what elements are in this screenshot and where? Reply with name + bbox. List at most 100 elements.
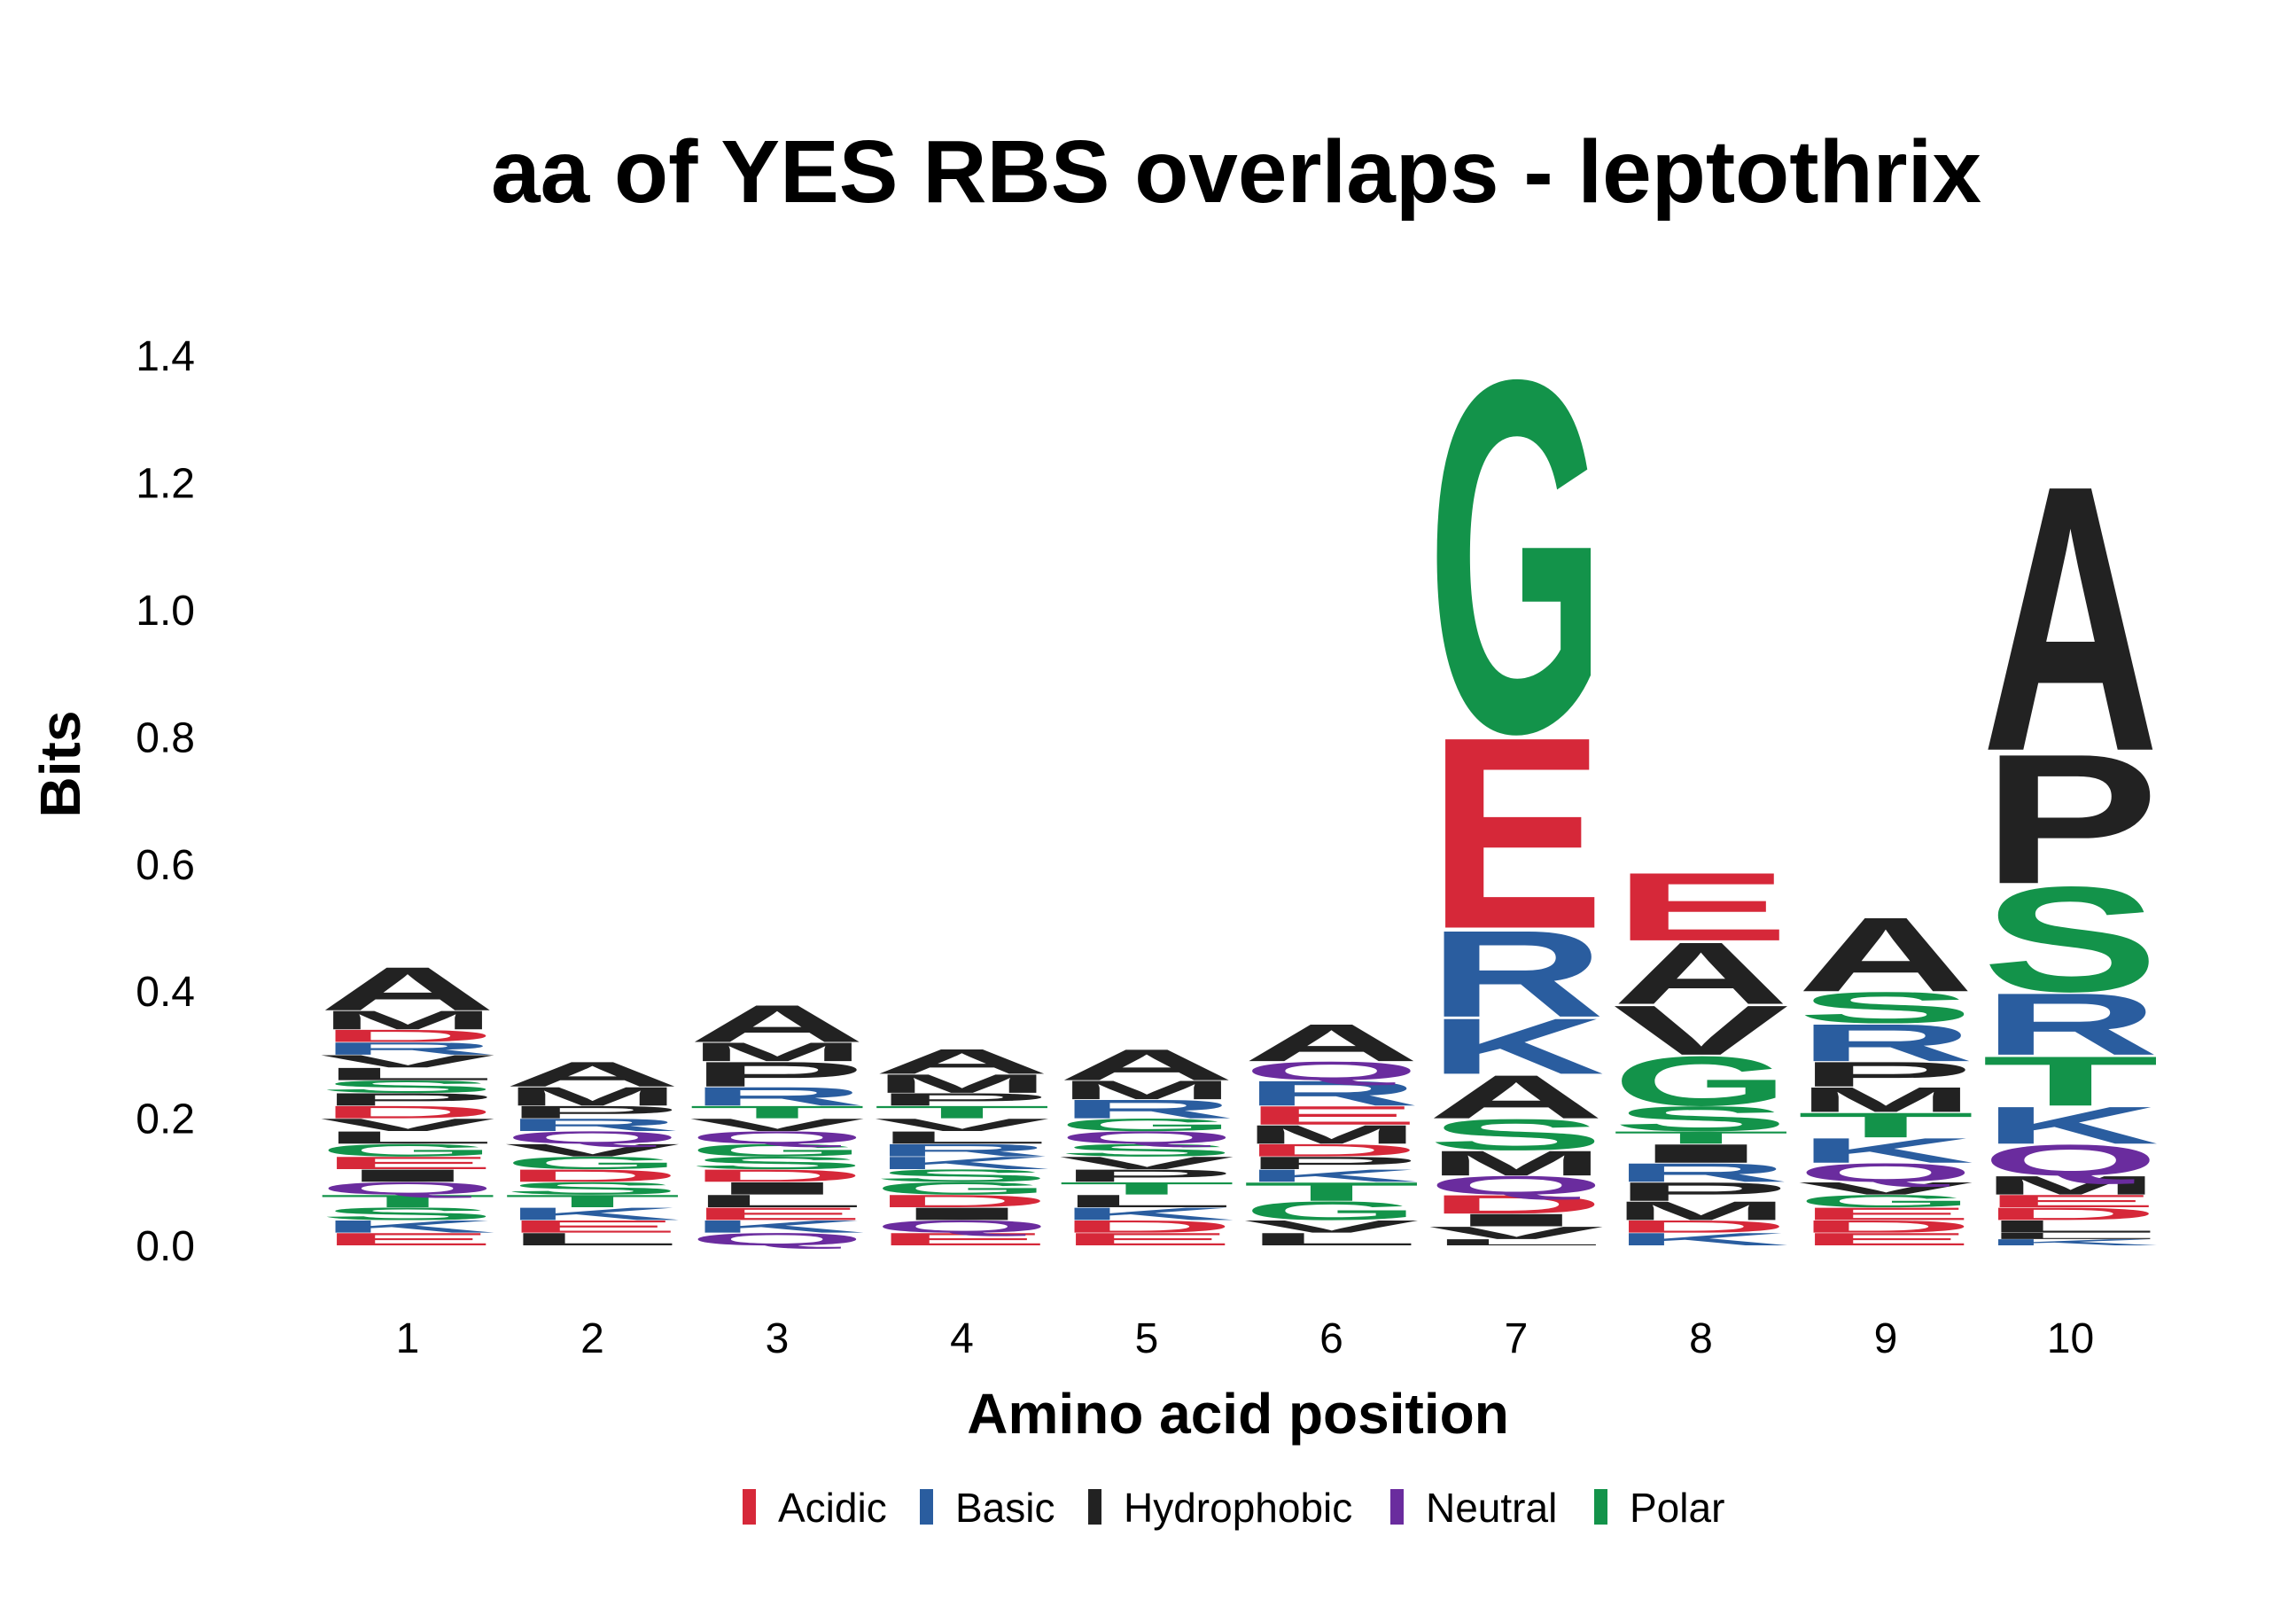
logo-letter: V <box>504 1141 681 1160</box>
logo-letter: M <box>1613 1196 1790 1225</box>
logo-letter: T <box>1982 1041 2160 1120</box>
logo-letter: V <box>1243 1217 1420 1236</box>
logo-letter: K <box>1613 1229 1790 1249</box>
logo-letter: T <box>319 1191 496 1211</box>
logo-letter: E <box>1243 1101 1420 1130</box>
legend-item: Neutral <box>1390 1485 1557 1531</box>
logo-letter: G <box>319 1141 496 1160</box>
legend-swatch <box>1594 1489 1607 1525</box>
logo-letter: G <box>1243 1196 1420 1225</box>
logo-letter: R <box>1797 1013 1974 1072</box>
x-axis: 1 2 3 4 5 6 7 8 9 10 <box>396 1315 2095 1362</box>
legend-swatch <box>1390 1489 1404 1525</box>
logo-letter: M <box>504 1081 681 1111</box>
logo-letter: A <box>1613 924 1790 1023</box>
legend-label: Neutral <box>1426 1485 1557 1531</box>
logo-letter: L <box>1982 1231 2160 1241</box>
logo-letter: E <box>1797 1204 1974 1223</box>
logo-letter: P <box>1243 1153 1420 1173</box>
logo-letter: V <box>1058 1153 1234 1173</box>
logo-letter: Q <box>689 1229 866 1249</box>
logo-letter: M <box>1058 1075 1235 1104</box>
logo-letter: G <box>504 1153 681 1173</box>
x-tick-label: 3 <box>766 1315 790 1362</box>
logo-letter: S <box>319 1077 496 1096</box>
logo-letter: A <box>1797 896 1974 1014</box>
logo-letter: K <box>874 1153 1051 1173</box>
logo-letter: S <box>1982 855 2160 1023</box>
logo-letter: V <box>1613 991 1789 1070</box>
logo-letter: E <box>1613 853 1790 961</box>
chart-title: aa of YES RBS overlaps - leptothrix <box>491 122 1981 222</box>
logo-letter: E <box>874 1229 1051 1249</box>
logo-letter: D <box>319 1103 496 1122</box>
logo-letter: E <box>689 1204 866 1223</box>
x-tick-label: 8 <box>1689 1315 1713 1362</box>
logo-letter: D <box>319 1026 496 1046</box>
logo-letter: K <box>689 1217 866 1236</box>
logo-letter: A <box>319 955 496 1024</box>
x-tick-label: 10 <box>2047 1315 2094 1362</box>
logo-letter: Q <box>319 1179 496 1198</box>
logo-letter: K <box>1797 1131 1974 1170</box>
logo-letter: L <box>689 1191 866 1211</box>
logo-letter: V <box>1428 1223 1604 1243</box>
logo-letter: V <box>319 1051 495 1071</box>
logo-letter: L <box>504 1229 681 1249</box>
logo-letter: Q <box>1797 1158 1974 1187</box>
legend-swatch <box>920 1489 933 1525</box>
y-tick-label: 1.2 <box>136 461 195 508</box>
logo-letter: G <box>1797 1191 1974 1211</box>
logo-letter: T <box>689 1103 866 1122</box>
logo-letter: S <box>319 1204 496 1223</box>
logo-letter: V <box>874 1115 1050 1135</box>
logo-letter: G <box>874 1179 1051 1198</box>
logo-letter: I <box>874 1204 1051 1223</box>
y-tick-label: 0.4 <box>136 969 195 1016</box>
y-tick-label: 0.8 <box>136 714 195 761</box>
logo-letter: G <box>1058 1115 1235 1135</box>
logo-letter: M <box>1428 1143 1605 1182</box>
logo-letter: S <box>1613 1099 1790 1139</box>
legend-item: Acidic <box>743 1485 887 1531</box>
logo-letter: K <box>1982 1096 2160 1156</box>
logo-letter: A <box>504 1055 681 1094</box>
logo-letter: G <box>689 1141 866 1160</box>
logo-letter: A <box>1428 1062 1605 1131</box>
logo-letter: Q <box>1428 1171 1605 1200</box>
logo-letter: M <box>1797 1080 1974 1119</box>
x-tick-label: 1 <box>396 1315 420 1362</box>
logo-letter: S <box>1797 983 1974 1033</box>
logo-letter: D <box>1243 1141 1420 1160</box>
logo-letter: D <box>1428 1190 1605 1219</box>
logo-letter: M <box>874 1069 1051 1098</box>
logo-letter: T <box>504 1191 681 1211</box>
logo-letter: E <box>1428 682 1605 987</box>
y-tick-label: 0.2 <box>136 1096 195 1143</box>
logo-letter: A <box>689 994 866 1054</box>
y-tick-label: 1.0 <box>136 588 195 635</box>
y-tick-label: 0.0 <box>136 1223 195 1270</box>
logo-letter: Q <box>689 1127 866 1147</box>
logo-letter: S <box>1428 1110 1605 1159</box>
logo-letter: K <box>1428 1002 1605 1090</box>
logo-letter: I <box>1613 1139 1790 1168</box>
legend-swatch <box>1088 1489 1101 1525</box>
legend-swatch <box>743 1489 756 1525</box>
logo-letter: T <box>874 1103 1051 1122</box>
logo-letter: S <box>1058 1141 1235 1160</box>
logo-letter: G <box>1613 1042 1790 1121</box>
logo-letter: E <box>504 1217 681 1236</box>
logo-letter: E <box>1982 1191 2160 1211</box>
y-tick-label: 1.4 <box>136 333 195 380</box>
logo-letter: D <box>1058 1217 1235 1236</box>
logo-letter: L <box>1982 1217 2160 1236</box>
legend-label: Basic <box>955 1485 1055 1531</box>
